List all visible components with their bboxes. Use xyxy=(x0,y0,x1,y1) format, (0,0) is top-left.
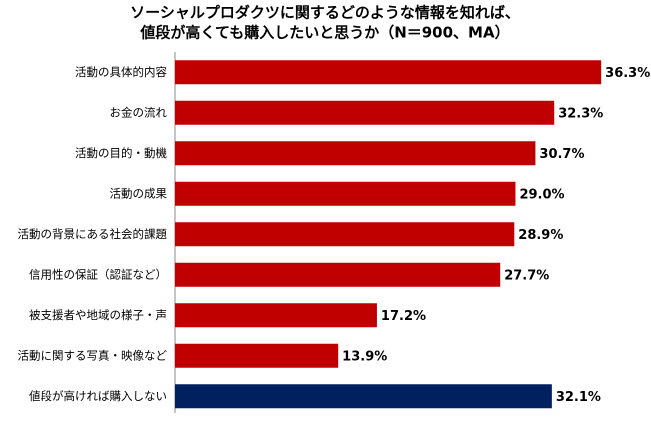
category-label: 値段が高ければ購入しない xyxy=(29,389,167,403)
value-label: 13.9% xyxy=(342,349,387,364)
value-label: 32.1% xyxy=(556,390,601,405)
category-label: 活動の成果 xyxy=(110,186,168,200)
bar xyxy=(175,222,515,247)
value-label: 17.2% xyxy=(381,309,426,324)
chart-title: 値段が高くても購入したいと思うか（N＝900、MA） xyxy=(139,24,509,42)
bar xyxy=(175,100,555,125)
bar xyxy=(175,181,516,206)
bar xyxy=(175,262,501,287)
value-label: 27.7% xyxy=(504,268,549,283)
bar xyxy=(175,343,339,368)
value-label: 32.3% xyxy=(558,106,603,121)
category-label: 信用性の保証（認証など） xyxy=(29,267,167,281)
category-label: 被支援者や地域の様子・声 xyxy=(29,308,167,322)
value-label: 29.0% xyxy=(519,187,564,202)
bar xyxy=(175,141,536,166)
category-label: 活動の背景にある社会的課題 xyxy=(18,227,168,241)
bar xyxy=(175,384,552,409)
category-label: 活動に関する写真・映像など xyxy=(18,348,168,362)
chart-title: ソーシャルプロダクツに関するどのような情報を知れば、 xyxy=(130,4,520,22)
bar xyxy=(175,303,377,328)
category-label: お金の流れ xyxy=(110,105,168,119)
category-label: 活動の目的・動機 xyxy=(75,146,167,160)
value-label: 28.9% xyxy=(518,228,563,243)
category-label: 活動の具体的内容 xyxy=(75,65,167,79)
value-label: 36.3% xyxy=(605,66,650,81)
value-label: 30.7% xyxy=(539,147,584,162)
bar xyxy=(175,60,602,85)
